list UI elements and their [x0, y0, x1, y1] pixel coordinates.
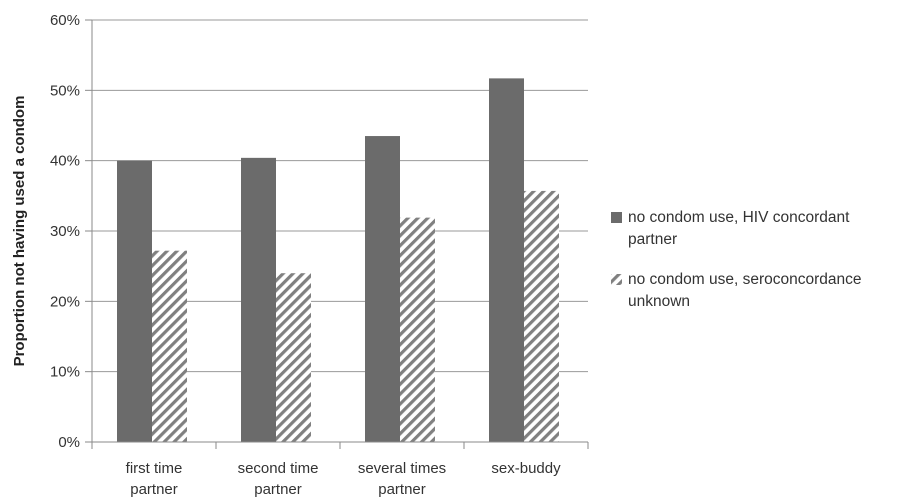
x-category-label: several times [358, 460, 446, 477]
x-category-label: second time [238, 460, 319, 477]
y-tick-label: 10% [50, 364, 80, 381]
bar-seroconcordance-unknown [524, 190, 559, 442]
bar-hiv-concordant [365, 136, 400, 443]
legend-label: no condom use, HIV concordant [628, 209, 850, 226]
x-category-label: sex-buddy [491, 460, 561, 477]
y-axis-title-group: Proportion not having used a condom [11, 96, 28, 367]
x-axis: first time partner second time partner sever… [91, 441, 589, 498]
x-category-label: partner [378, 481, 426, 498]
y-tick-label: 60% [50, 12, 80, 29]
y-tick-label: 50% [50, 82, 80, 99]
x-category-label: first time [126, 460, 183, 477]
legend-swatch-solid [611, 212, 622, 223]
bar-hiv-concordant [117, 160, 152, 442]
x-category-label: partner [254, 481, 302, 498]
y-tick-label: 30% [50, 223, 80, 240]
bar-seroconcordance-unknown [276, 273, 311, 442]
y-axis-title: Proportion not having used a condom [11, 96, 28, 367]
y-tick-label: 0% [58, 434, 80, 451]
y-tick-label: 40% [50, 153, 80, 170]
bar-hiv-concordant [489, 78, 524, 443]
x-category-label: partner [130, 481, 178, 498]
legend: no condom use, HIV concordant partner no c… [611, 209, 862, 310]
y-axis: 0% 10% 20% 30% 40% 50% 60% [50, 12, 93, 451]
legend-label: unknown [628, 293, 690, 310]
legend-swatch-hatched [611, 274, 622, 285]
bar-seroconcordance-unknown [152, 250, 187, 442]
legend-label: no condom use, seroconcordance [628, 271, 862, 288]
y-tick-label: 20% [50, 293, 80, 310]
legend-label: partner [628, 231, 677, 248]
bar-seroconcordance-unknown [400, 217, 435, 442]
bars [117, 78, 559, 443]
bar-hiv-concordant [241, 157, 276, 442]
